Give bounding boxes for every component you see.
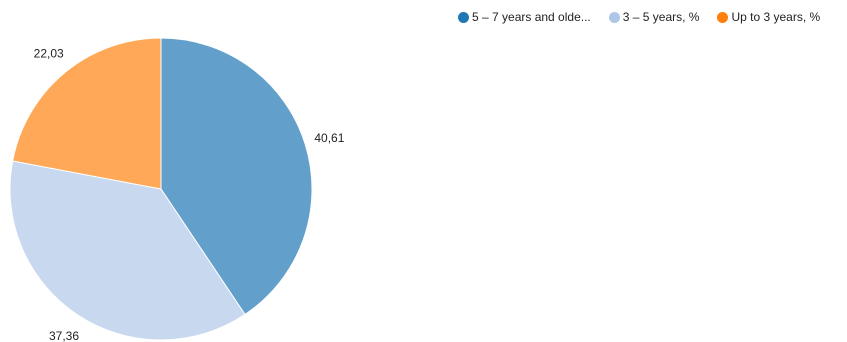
- legend-swatch: [458, 11, 469, 23]
- data-label-5-7-years: 40,61: [314, 131, 344, 145]
- legend-label: Up to 3 years, %: [731, 10, 821, 24]
- legend-label: 5 – 7 years and olde...: [472, 10, 591, 24]
- pie-slices: [9, 37, 313, 341]
- legend-swatch: [717, 11, 729, 23]
- legend-item-up-to-3-years[interactable]: Up to 3 years, %: [717, 10, 820, 24]
- legend-item-5-7-years[interactable]: 5 – 7 years and olde...: [458, 10, 591, 24]
- legend-item-3-5-years[interactable]: 3 – 5 years, %: [608, 10, 700, 24]
- data-label-3-5-years: 37,36: [49, 329, 79, 342]
- pie-slice-up-to-3-years[interactable]: [12, 37, 162, 190]
- data-label-up-to-3-years: 22,03: [34, 46, 64, 60]
- pie-data-labels: 40,61 37,36 22,03: [34, 46, 345, 342]
- legend-swatch: [608, 11, 620, 23]
- legend: 5 – 7 years and olde... 3 – 5 years, % U…: [458, 10, 820, 24]
- pie-slice-3-5-years[interactable]: [9, 160, 246, 341]
- legend-label: 3 – 5 years, %: [622, 10, 700, 24]
